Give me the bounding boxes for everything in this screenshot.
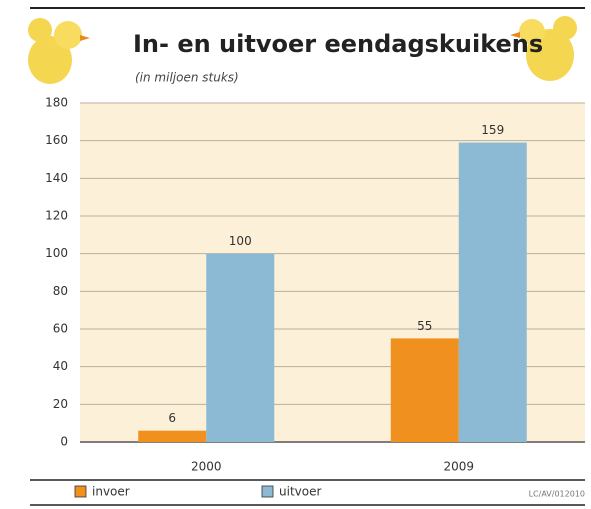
legend-label: invoer (92, 485, 130, 499)
chart-subtitle: (in miljoen stuks) (135, 71, 239, 85)
chart-title: In- en uitvoer eendagskuikens (133, 30, 543, 58)
bar (138, 430, 207, 442)
data-label: 55 (417, 319, 432, 333)
y-tick-label: 80 (53, 284, 68, 298)
y-tick-label: 120 (45, 209, 68, 223)
data-label: 6 (168, 411, 176, 425)
legend-label: uitvoer (279, 485, 321, 499)
y-tick-label: 40 (53, 359, 68, 373)
y-tick-label: 160 (45, 133, 68, 147)
x-tick-label: 2000 (191, 460, 222, 474)
data-label: 100 (229, 234, 252, 248)
data-label: 159 (481, 123, 504, 137)
x-tick-label: 2009 (443, 460, 474, 474)
y-tick-label: 20 (53, 397, 68, 411)
legend-swatch (74, 485, 87, 498)
y-tick-label: 140 (45, 171, 68, 185)
bar (458, 142, 527, 443)
bar (206, 253, 275, 442)
y-tick-label: 60 (53, 322, 68, 336)
y-tick-label: 100 (45, 246, 68, 260)
bar (390, 338, 459, 442)
source: LC/AV/012010 (529, 490, 585, 499)
y-tick-label: 180 (45, 96, 68, 110)
legend-swatch (261, 485, 274, 498)
chick-left (28, 18, 90, 84)
y-tick-label: 0 (60, 435, 68, 449)
chick-right (510, 16, 577, 81)
